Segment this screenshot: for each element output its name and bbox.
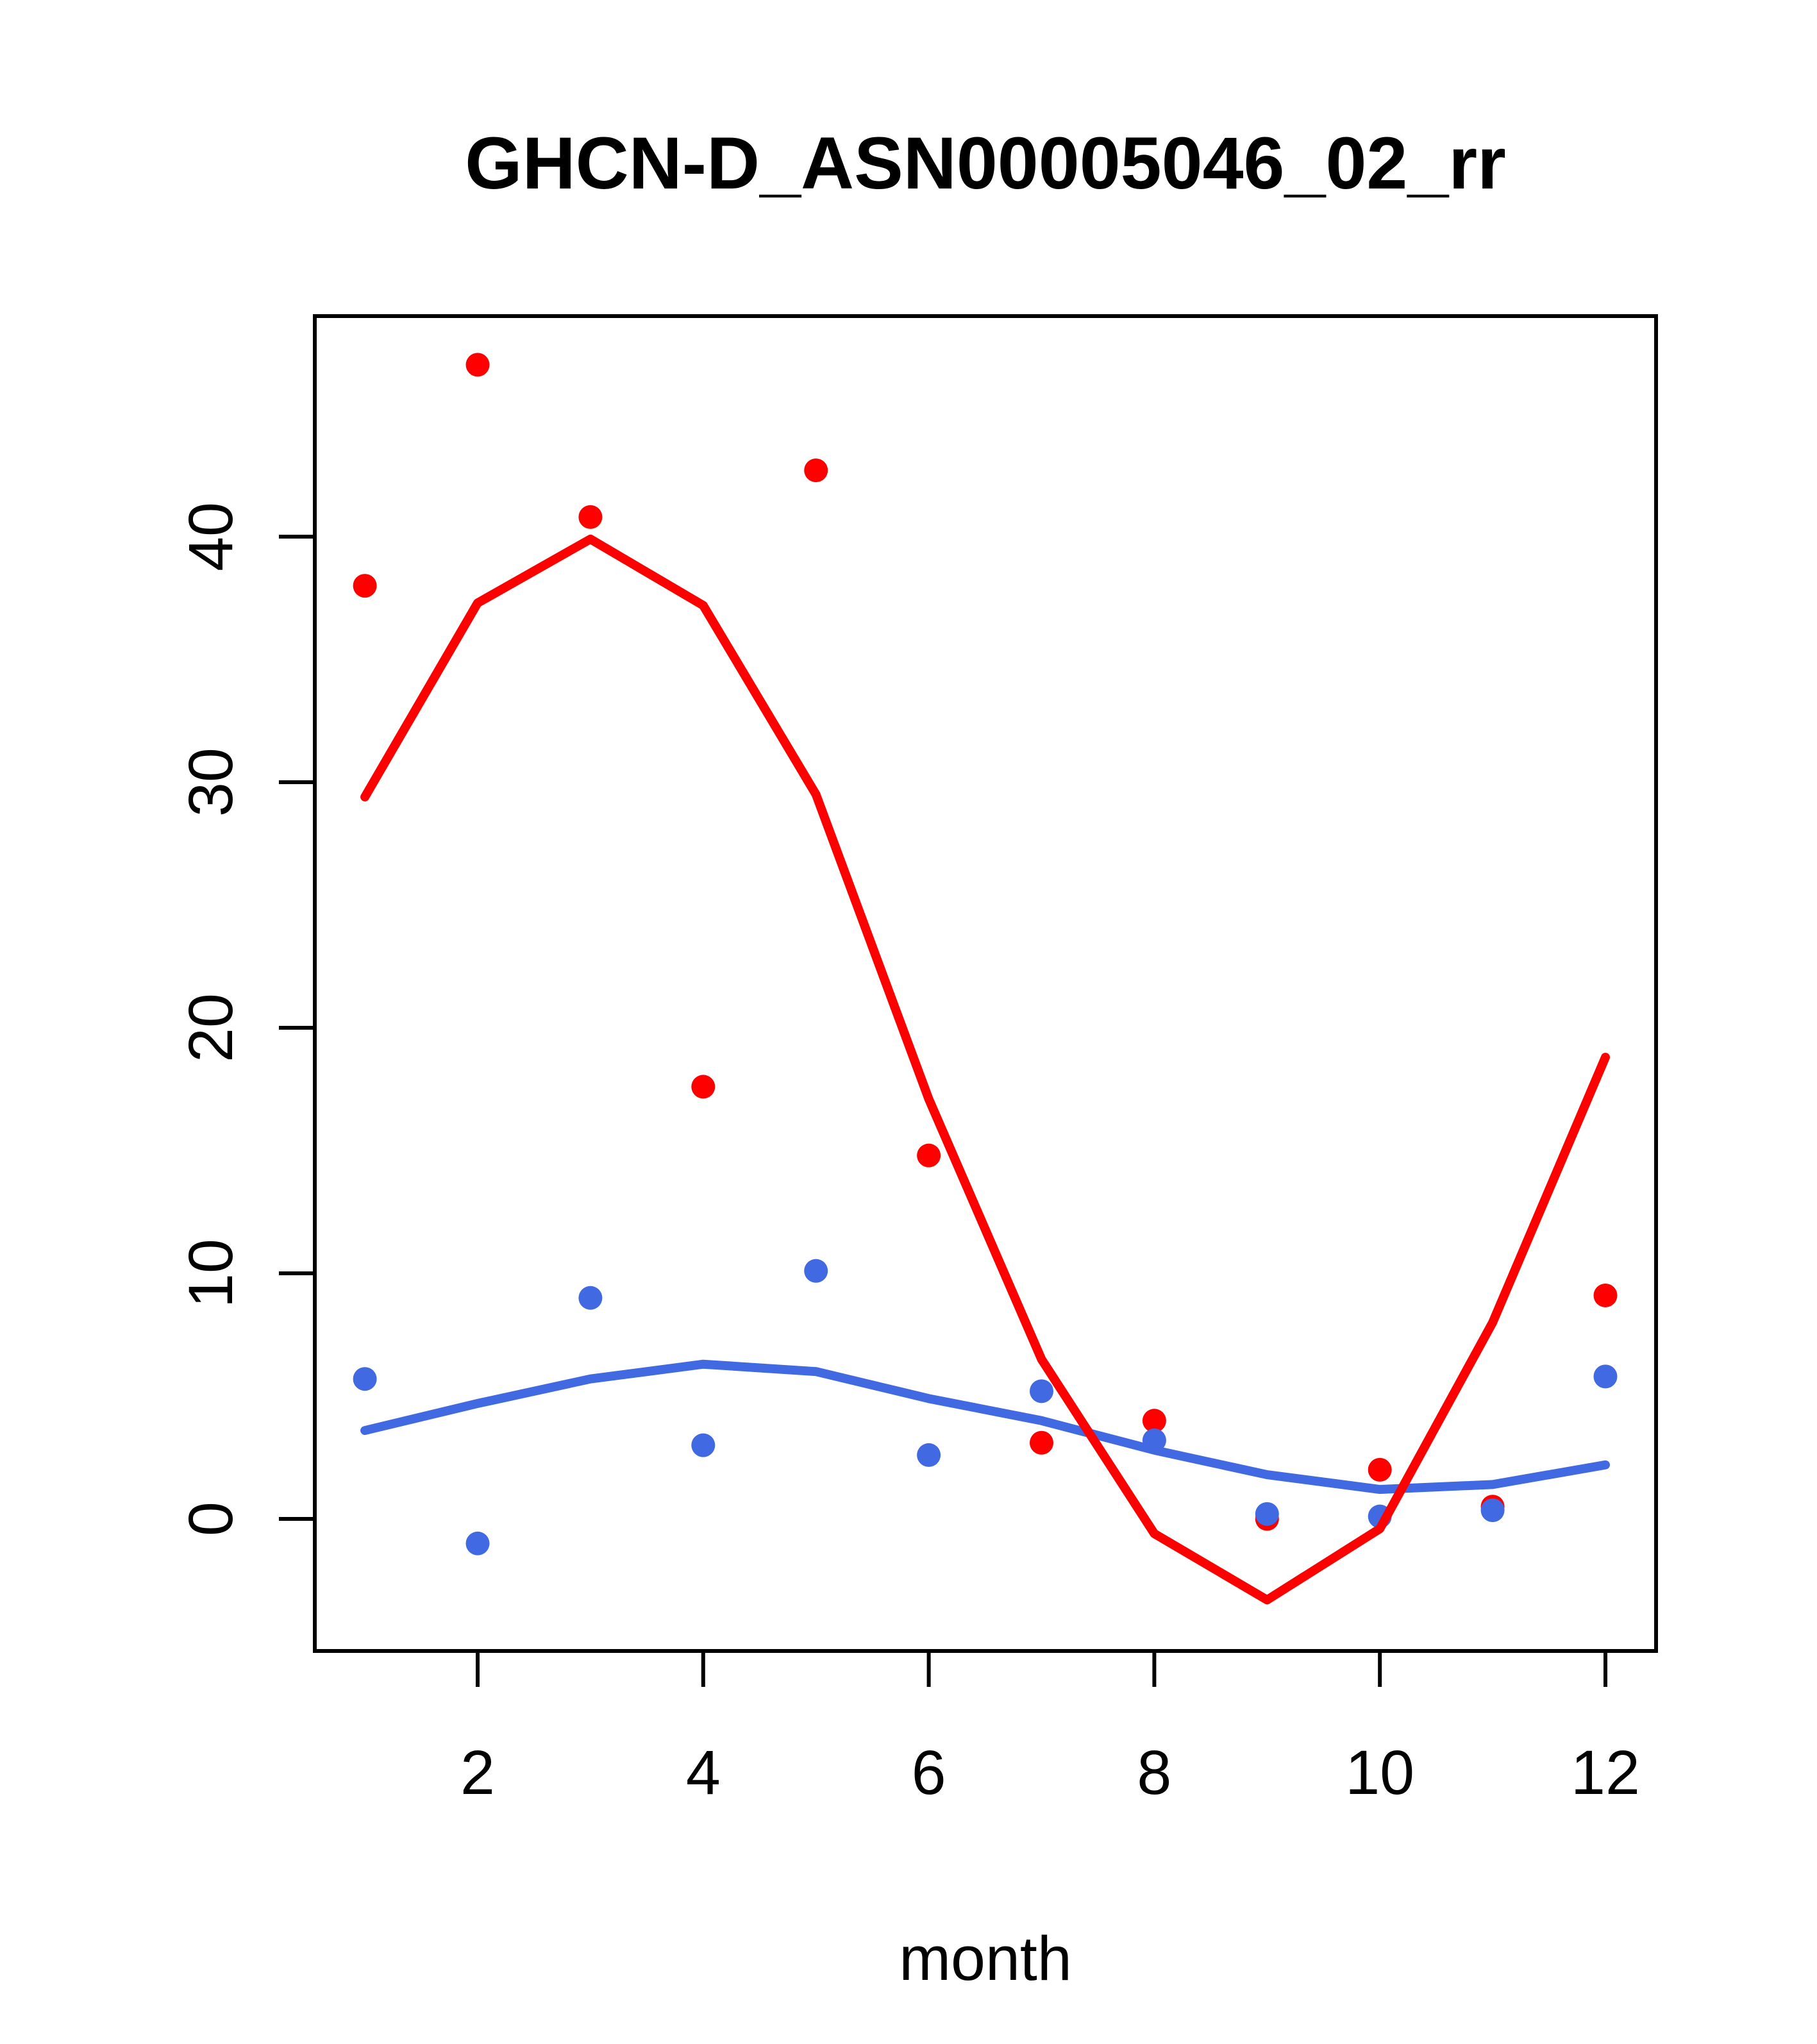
red-fit-line-path [360,534,1610,1605]
red-points [353,353,1618,1531]
red-points-marker [1142,1409,1166,1433]
red-points-marker [578,505,603,529]
x-axis: 2 4 6 8 10 12 [460,1651,1640,1807]
x-tick-label: 8 [1137,1738,1171,1807]
blue-points-marker [353,1367,377,1391]
y-tick-label: 10 [176,1239,246,1308]
red-points-marker [691,1075,716,1099]
x-tick-label: 12 [1571,1738,1640,1807]
red-fit-line [360,534,1610,1605]
y-axis: 0 10 20 30 40 [176,502,315,1536]
y-tick-label: 0 [176,1502,246,1536]
x-axis-label: month [899,1923,1072,1993]
red-points-marker [1368,1457,1392,1482]
x-tick-label: 6 [912,1738,946,1807]
red-points-marker [465,353,490,377]
chart-title: GHCN-D_ASN00005046_02_rr [465,122,1506,205]
blue-points-marker [804,1259,828,1283]
blue-points-marker [691,1433,716,1457]
red-points-marker [917,1143,941,1168]
plot-box [313,314,1658,1653]
blue-points-marker [465,1531,490,1555]
y-tick-label: 20 [176,993,246,1062]
x-tick-label: 2 [460,1738,495,1807]
blue-points-marker [1593,1364,1618,1389]
red-points-marker [1030,1430,1053,1455]
blue-points-marker [1255,1502,1279,1526]
x-tick-label: 4 [686,1738,721,1807]
x-tick-label: 10 [1345,1738,1414,1807]
y-tick-label: 30 [176,748,246,817]
red-points-marker [353,574,377,598]
blue-fit-line [360,1359,1610,1495]
blue-points-marker [917,1443,941,1467]
red-points-marker [804,458,828,483]
y-tick-label: 40 [176,502,246,571]
blue-points-marker [1030,1379,1053,1403]
blue-points-marker [1480,1498,1505,1523]
blue-points-marker [578,1286,603,1310]
red-points-marker [1593,1283,1618,1307]
blue-fit-line-path [360,1359,1610,1495]
